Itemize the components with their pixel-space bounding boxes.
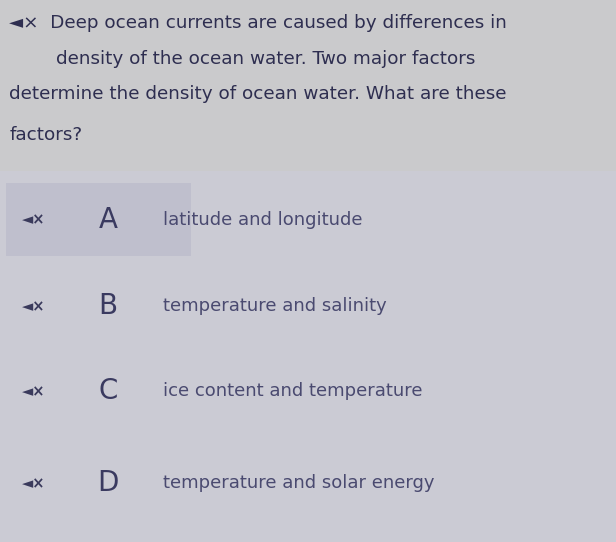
Text: ◄×  Deep ocean currents are caused by differences in: ◄× Deep ocean currents are caused by dif… — [9, 14, 507, 31]
Text: ◄×: ◄× — [22, 212, 46, 227]
Text: ◄×: ◄× — [22, 299, 46, 314]
Text: A: A — [99, 205, 117, 234]
FancyBboxPatch shape — [0, 171, 616, 542]
Text: ice content and temperature: ice content and temperature — [163, 382, 423, 401]
Text: B: B — [98, 292, 118, 320]
Text: ◄×: ◄× — [22, 384, 46, 399]
Text: C: C — [98, 377, 118, 405]
Text: D: D — [97, 469, 118, 498]
Text: temperature and salinity: temperature and salinity — [163, 297, 387, 315]
Text: ◄×: ◄× — [22, 476, 46, 491]
FancyBboxPatch shape — [6, 183, 191, 256]
Text: latitude and longitude: latitude and longitude — [163, 210, 363, 229]
Text: determine the density of ocean water. What are these: determine the density of ocean water. Wh… — [9, 85, 507, 103]
Text: density of the ocean water. Two major factors: density of the ocean water. Two major fa… — [9, 50, 476, 68]
Text: temperature and solar energy: temperature and solar energy — [163, 474, 435, 493]
Text: factors?: factors? — [9, 126, 83, 144]
